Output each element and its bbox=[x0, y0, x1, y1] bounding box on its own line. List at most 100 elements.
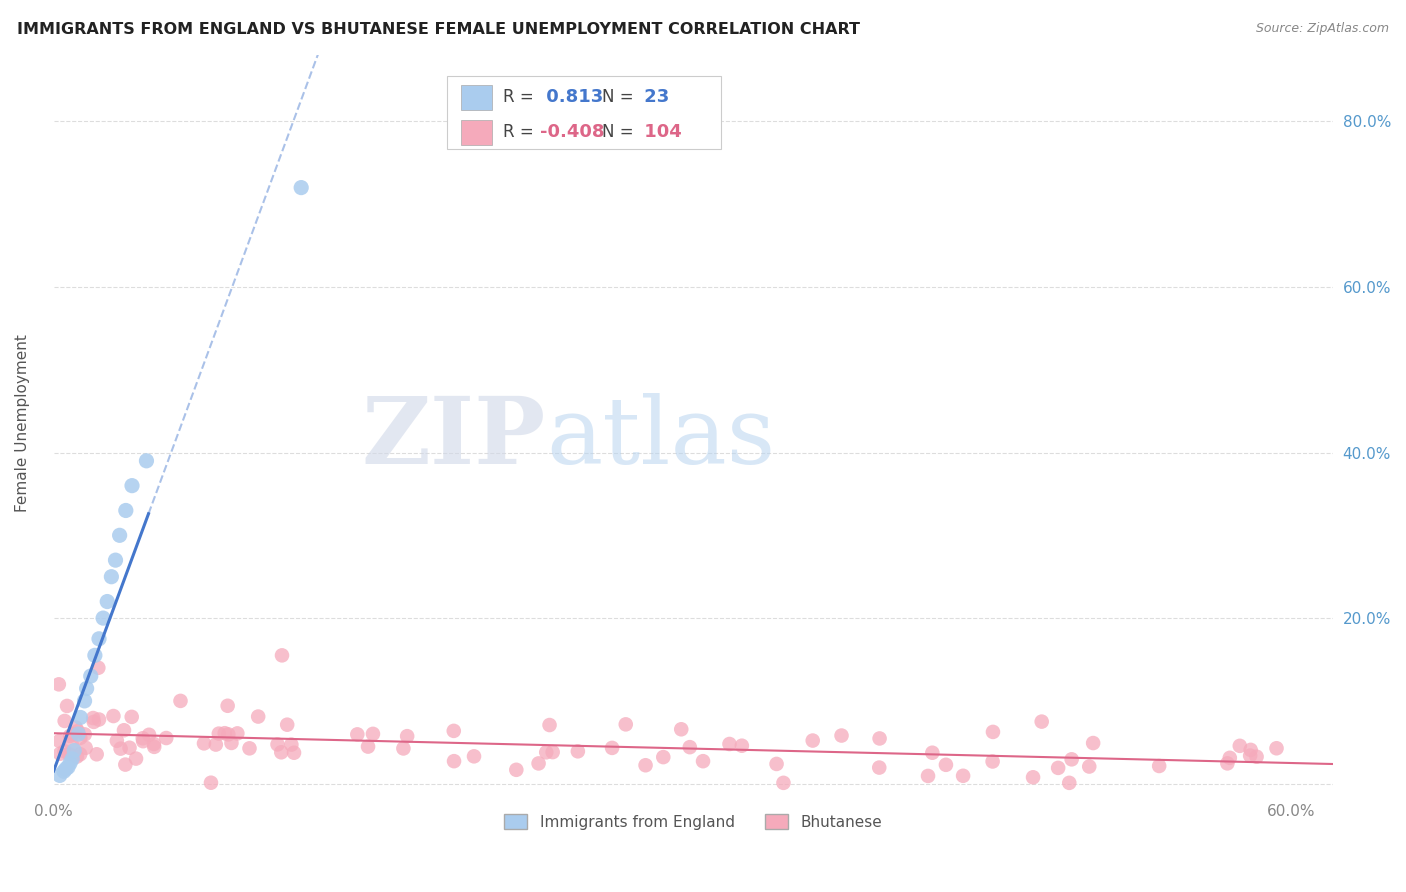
Point bbox=[114, 503, 136, 517]
Point bbox=[83, 714, 105, 729]
Point bbox=[66, 724, 89, 739]
Point bbox=[276, 717, 298, 731]
Point bbox=[62, 727, 84, 741]
Point bbox=[73, 694, 96, 708]
Legend: Immigrants from England, Bhutanese: Immigrants from England, Bhutanese bbox=[498, 807, 889, 836]
Point bbox=[266, 738, 288, 752]
Point bbox=[935, 757, 957, 772]
Point bbox=[831, 729, 853, 743]
Point bbox=[114, 757, 136, 772]
Point bbox=[104, 553, 127, 567]
Text: 0.813: 0.813 bbox=[540, 88, 603, 106]
Point bbox=[52, 764, 75, 779]
Text: R =: R = bbox=[503, 88, 540, 106]
Point bbox=[214, 726, 236, 740]
Point bbox=[357, 739, 380, 754]
Point bbox=[217, 698, 239, 713]
Point bbox=[652, 750, 675, 764]
Point bbox=[238, 741, 260, 756]
Point bbox=[1022, 770, 1045, 784]
Point bbox=[193, 736, 215, 750]
Point bbox=[59, 756, 82, 770]
Point bbox=[82, 711, 104, 725]
Point bbox=[69, 731, 91, 745]
Point bbox=[952, 769, 974, 783]
Point bbox=[692, 754, 714, 768]
Point bbox=[87, 713, 110, 727]
Point bbox=[75, 740, 97, 755]
Point bbox=[138, 728, 160, 742]
Point bbox=[1057, 776, 1080, 790]
Point bbox=[108, 528, 131, 542]
Point bbox=[290, 180, 312, 194]
Point bbox=[110, 741, 132, 756]
Text: 104: 104 bbox=[638, 123, 682, 141]
Point bbox=[200, 775, 222, 789]
Point bbox=[53, 714, 76, 728]
Point bbox=[346, 727, 368, 741]
Text: IMMIGRANTS FROM ENGLAND VS BHUTANESE FEMALE UNEMPLOYMENT CORRELATION CHART: IMMIGRANTS FROM ENGLAND VS BHUTANESE FEM… bbox=[17, 22, 860, 37]
Point bbox=[53, 744, 76, 758]
Point bbox=[135, 454, 157, 468]
Point bbox=[921, 746, 943, 760]
Point bbox=[96, 594, 118, 608]
Point bbox=[226, 726, 249, 740]
Point bbox=[118, 740, 141, 755]
Point bbox=[869, 731, 891, 746]
Point bbox=[132, 731, 155, 746]
Text: R =: R = bbox=[503, 123, 540, 141]
Point bbox=[396, 729, 419, 743]
Point bbox=[66, 749, 89, 764]
Point bbox=[59, 729, 82, 743]
Point bbox=[463, 749, 485, 764]
Point bbox=[731, 739, 754, 753]
Point bbox=[917, 769, 939, 783]
Point bbox=[1031, 714, 1053, 729]
Point bbox=[169, 694, 191, 708]
Point bbox=[87, 661, 110, 675]
Point bbox=[100, 570, 122, 584]
Point bbox=[600, 740, 623, 755]
Text: N =: N = bbox=[602, 88, 638, 106]
Point bbox=[60, 752, 83, 766]
Point bbox=[280, 738, 302, 752]
Point bbox=[69, 710, 91, 724]
Point bbox=[283, 746, 305, 760]
Point bbox=[87, 632, 110, 646]
Point bbox=[801, 733, 824, 747]
Point bbox=[443, 723, 465, 738]
Point bbox=[86, 747, 108, 762]
Point bbox=[527, 756, 550, 771]
Text: N =: N = bbox=[602, 123, 638, 141]
Point bbox=[1265, 741, 1288, 756]
Point bbox=[132, 734, 155, 748]
Text: Source: ZipAtlas.com: Source: ZipAtlas.com bbox=[1256, 22, 1389, 36]
Point bbox=[217, 727, 239, 741]
Point bbox=[91, 611, 114, 625]
Point bbox=[56, 760, 79, 774]
Point bbox=[208, 726, 231, 740]
Point bbox=[671, 723, 693, 737]
Point bbox=[142, 737, 165, 751]
Point bbox=[868, 761, 890, 775]
Text: atlas: atlas bbox=[546, 393, 775, 483]
Point bbox=[1240, 743, 1263, 757]
Text: ZIP: ZIP bbox=[361, 393, 546, 483]
Point bbox=[981, 755, 1004, 769]
Point bbox=[1147, 759, 1170, 773]
Point bbox=[772, 776, 794, 790]
Point bbox=[361, 727, 384, 741]
Point bbox=[221, 736, 243, 750]
Point bbox=[614, 717, 637, 731]
Point bbox=[73, 727, 96, 741]
Point bbox=[1239, 748, 1261, 763]
Point bbox=[69, 747, 91, 762]
Point bbox=[80, 669, 103, 683]
Point bbox=[718, 737, 741, 751]
Point bbox=[765, 756, 787, 771]
Point bbox=[48, 677, 70, 691]
Point bbox=[83, 648, 105, 663]
Point bbox=[48, 734, 70, 748]
Point bbox=[125, 751, 148, 765]
Point bbox=[392, 741, 415, 756]
